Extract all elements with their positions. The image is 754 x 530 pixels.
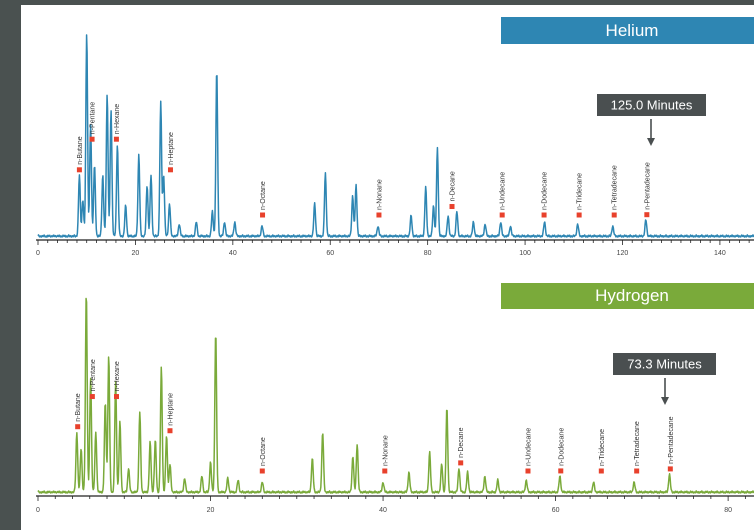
- compound-marker: [376, 212, 382, 218]
- compound-marker: [89, 136, 95, 142]
- compound-marker: [259, 468, 265, 474]
- helium-callout-label: 125.0 Minutes: [611, 98, 693, 113]
- hydrogen-callout-label: 73.3 Minutes: [627, 357, 702, 372]
- compound-marker: [458, 460, 464, 466]
- x-tick-label: 60: [326, 250, 334, 257]
- compound-label: n-Heptane: [168, 132, 175, 165]
- compound-label: n-Hexane: [114, 104, 121, 134]
- compound-marker: [576, 212, 582, 218]
- compound-label: n-Tetradecane: [612, 165, 619, 210]
- compound-marker: [558, 468, 564, 474]
- compound-marker: [611, 212, 617, 218]
- compound-label: n-Hexane: [114, 361, 121, 391]
- helium-callout: 125.0 Minutes: [597, 94, 706, 146]
- compound-label: n-Tridecane: [577, 173, 584, 210]
- compound-label: n-Pentane: [90, 102, 97, 134]
- compound-marker: [525, 468, 531, 474]
- compound-marker: [75, 424, 81, 430]
- hydrogen-banner: [501, 283, 754, 309]
- compound-label: n-Pentadecane: [668, 416, 675, 464]
- compound-marker: [382, 468, 388, 474]
- x-tick-label: 100: [519, 250, 531, 257]
- x-tick-label: 20: [132, 250, 140, 257]
- helium-title: Helium: [606, 21, 659, 40]
- helium-banner: [501, 17, 754, 44]
- hydrogen-trace-line: [37, 297, 754, 494]
- compound-marker: [167, 167, 173, 173]
- compound-label: n-Pentadecane: [644, 162, 651, 210]
- helium-callout-arrowhead: [647, 138, 655, 146]
- compound-marker: [76, 167, 82, 173]
- hydrogen-callout-box: [613, 353, 716, 375]
- compound-label: n-Dodecane: [558, 428, 565, 466]
- x-tick-label: 80: [424, 250, 432, 257]
- compound-marker: [260, 212, 266, 218]
- x-tick-label: 60: [552, 507, 560, 514]
- hydrogen-chromatogram: Hydrogen 73.3 Minutes 0 20 40 60 80 n-Butane…: [36, 283, 754, 514]
- compound-marker: [667, 466, 673, 472]
- compound-marker: [113, 136, 119, 142]
- compound-label: n-Tetradecane: [634, 421, 641, 466]
- compound-marker: [89, 394, 95, 400]
- hydrogen-callout-arrowhead: [661, 397, 669, 405]
- compound-label: n-Butane: [75, 393, 82, 422]
- compound-marker: [449, 204, 455, 210]
- x-tick-label: 0: [36, 250, 40, 257]
- x-tick-label: 140: [714, 250, 726, 257]
- compound-marker: [644, 212, 650, 218]
- compound-marker: [541, 212, 547, 218]
- compound-label: n-Decane: [458, 427, 465, 457]
- chart-panel: [21, 5, 754, 530]
- helium-trace-line: [37, 34, 754, 238]
- compound-marker: [598, 468, 604, 474]
- x-tick-label: 20: [207, 507, 215, 514]
- x-tick-label: 120: [617, 250, 629, 257]
- compound-marker: [634, 468, 640, 474]
- helium-chromatogram: Helium 125.0 Minutes 0 20 40 60 80 100 120 140 …: [36, 17, 754, 257]
- compound-label: n-Undecane: [500, 172, 507, 210]
- compound-label: n-Heptane: [167, 393, 174, 426]
- helium-callout-box: [597, 94, 706, 116]
- x-tick-label: 80: [724, 507, 732, 514]
- compound-label: n-Undecane: [525, 428, 532, 466]
- compound-label: n-Butane: [77, 136, 84, 165]
- compound-label: n-Octane: [260, 181, 267, 210]
- hydrogen-title: Hydrogen: [595, 286, 669, 305]
- compound-label: n-Nonane: [382, 435, 389, 466]
- compound-label: n-Nonane: [376, 179, 383, 210]
- x-tick-label: 40: [229, 250, 237, 257]
- hydrogen-callout: 73.3 Minutes: [613, 353, 716, 405]
- compound-label: n-Dodecane: [542, 172, 549, 210]
- compound-marker: [114, 394, 120, 400]
- x-tick-label: 40: [379, 507, 387, 514]
- x-tick-label: 0: [36, 507, 40, 514]
- compound-marker: [167, 428, 173, 434]
- compound-label: n-Tridecane: [599, 429, 606, 466]
- compound-label: n-Pentane: [90, 359, 97, 391]
- compound-marker: [499, 212, 505, 218]
- compound-label: n-Decane: [450, 171, 457, 201]
- compound-label: n-Octane: [260, 437, 267, 466]
